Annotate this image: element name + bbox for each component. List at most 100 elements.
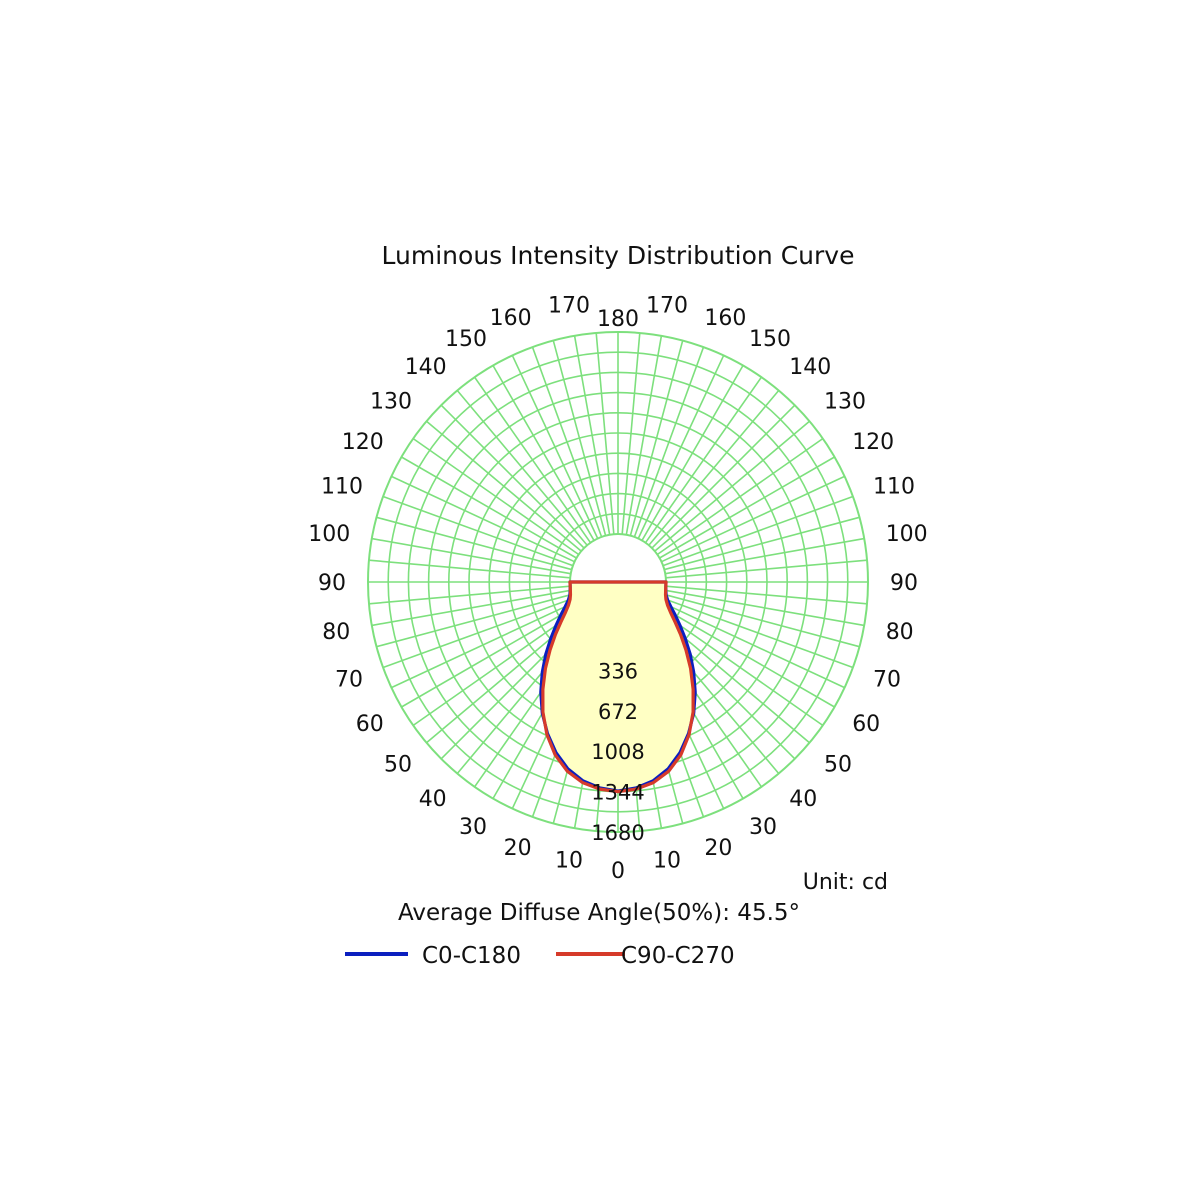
grid-spoke [492, 365, 595, 541]
grid-spoke [656, 437, 824, 556]
angle-tick-label: 130 [370, 390, 412, 415]
grid-spoke [440, 404, 585, 549]
angle-tick-label: 120 [852, 430, 894, 455]
grid-spoke [391, 475, 575, 563]
angle-tick-label: 70 [335, 667, 363, 692]
angle-tick-label: 60 [852, 712, 880, 737]
grid-spoke [425, 420, 582, 552]
grid-spoke [665, 585, 868, 605]
angle-tick-label: 130 [824, 390, 866, 415]
angle-tick-label: 20 [504, 836, 532, 861]
angle-tick-label: 20 [704, 836, 732, 861]
grid-spoke [664, 593, 860, 648]
grid-spoke [661, 601, 845, 689]
angle-tick-label: 170 [548, 293, 590, 318]
grid-spoke [511, 355, 599, 539]
grid-spoke [625, 335, 663, 535]
grid-spoke [664, 516, 860, 571]
grid-spoke [371, 589, 571, 627]
grid-spoke [401, 605, 577, 708]
grid-spoke [382, 495, 574, 567]
angle-tick-label: 30 [749, 815, 777, 840]
grid-spoke [633, 346, 705, 538]
grid-spoke [412, 608, 580, 727]
grid-spoke [531, 346, 603, 538]
grid-spoke [648, 389, 780, 546]
grid-spoke [656, 608, 824, 727]
grid-spoke [573, 335, 611, 535]
radial-tick-label: 1680 [591, 821, 644, 845]
grid-spoke [621, 332, 641, 535]
grid-spoke [659, 605, 835, 708]
angle-tick-label: 10 [653, 849, 681, 874]
grid-spoke [412, 437, 580, 556]
grid-spoke [391, 601, 575, 689]
grid-spoke [637, 355, 725, 539]
angle-tick-label: 180 [597, 307, 639, 332]
grid-spoke [661, 475, 845, 563]
grid-spoke [382, 597, 574, 669]
angle-tick-label: 50 [384, 752, 412, 777]
grid-spoke [665, 589, 865, 627]
intensity-fill-area [540, 582, 696, 792]
angle-tick-label: 160 [490, 306, 532, 331]
angle-tick-label: 90 [890, 571, 918, 596]
angle-tick-label: 170 [646, 293, 688, 318]
grid-spoke [371, 537, 571, 575]
angle-tick-label: 70 [873, 667, 901, 692]
grid-spoke [401, 456, 577, 559]
grid-spoke [659, 456, 835, 559]
angle-tick-label: 160 [704, 306, 746, 331]
diffuse-angle-note: Average Diffuse Angle(50%): 45.5° [398, 900, 800, 926]
angle-tick-label: 140 [789, 355, 831, 380]
grid-spoke [662, 597, 854, 669]
legend-label-c0: C0-C180 [422, 943, 521, 969]
grid-spoke [654, 420, 811, 552]
grid-spoke [456, 389, 588, 546]
grid-spoke [644, 376, 763, 544]
grid-spoke [662, 495, 854, 567]
angle-tick-label: 80 [886, 620, 914, 645]
intensity-curves [539, 580, 697, 794]
grid-spoke [376, 593, 572, 648]
angle-tick-label: 10 [555, 849, 583, 874]
angle-tick-label: 110 [321, 475, 363, 500]
grid-spoke [595, 332, 615, 535]
grid-spoke [552, 340, 607, 536]
angle-tick-label: 150 [445, 327, 487, 352]
angle-tick-label: 90 [318, 571, 346, 596]
radial-tick-label: 672 [598, 700, 638, 724]
angle-tick-label: 100 [886, 522, 928, 547]
angle-tick-label: 100 [308, 522, 350, 547]
angle-tick-label: 40 [789, 787, 817, 812]
grid-spoke [629, 340, 684, 536]
angle-tick-label: 0 [611, 859, 625, 884]
radial-tick-label: 1008 [591, 740, 644, 764]
angle-tick-label: 80 [322, 620, 350, 645]
grid-spoke [641, 365, 744, 541]
radial-tick-label: 1344 [591, 781, 644, 805]
angle-tick-label: 60 [356, 712, 384, 737]
angle-tick-label: 40 [419, 787, 447, 812]
curve-c90-c270 [541, 580, 695, 794]
grid-spoke [665, 537, 865, 575]
grid-spoke [368, 559, 571, 579]
legend-label-c90: C90-C270 [621, 943, 735, 969]
unit-label: Unit: cd [803, 870, 888, 895]
grid-spoke [665, 559, 868, 579]
grid-spoke [376, 516, 572, 571]
legend: C0-C180 C90-C270 [345, 943, 735, 969]
grid-spoke [473, 376, 592, 544]
angle-tick-label: 140 [405, 355, 447, 380]
grid-spoke [368, 585, 571, 605]
radial-tick-label: 336 [598, 659, 638, 683]
angle-tick-label: 50 [824, 752, 852, 777]
angle-tick-label: 120 [342, 430, 384, 455]
angle-tick-label: 110 [873, 475, 915, 500]
angle-tick-label: 30 [459, 815, 487, 840]
radial-tick-labels: 336 672 1008 1344 1680 [591, 659, 644, 845]
chart-title: Luminous Intensity Distribution Curve [382, 241, 855, 270]
intensity-fill [540, 582, 696, 792]
